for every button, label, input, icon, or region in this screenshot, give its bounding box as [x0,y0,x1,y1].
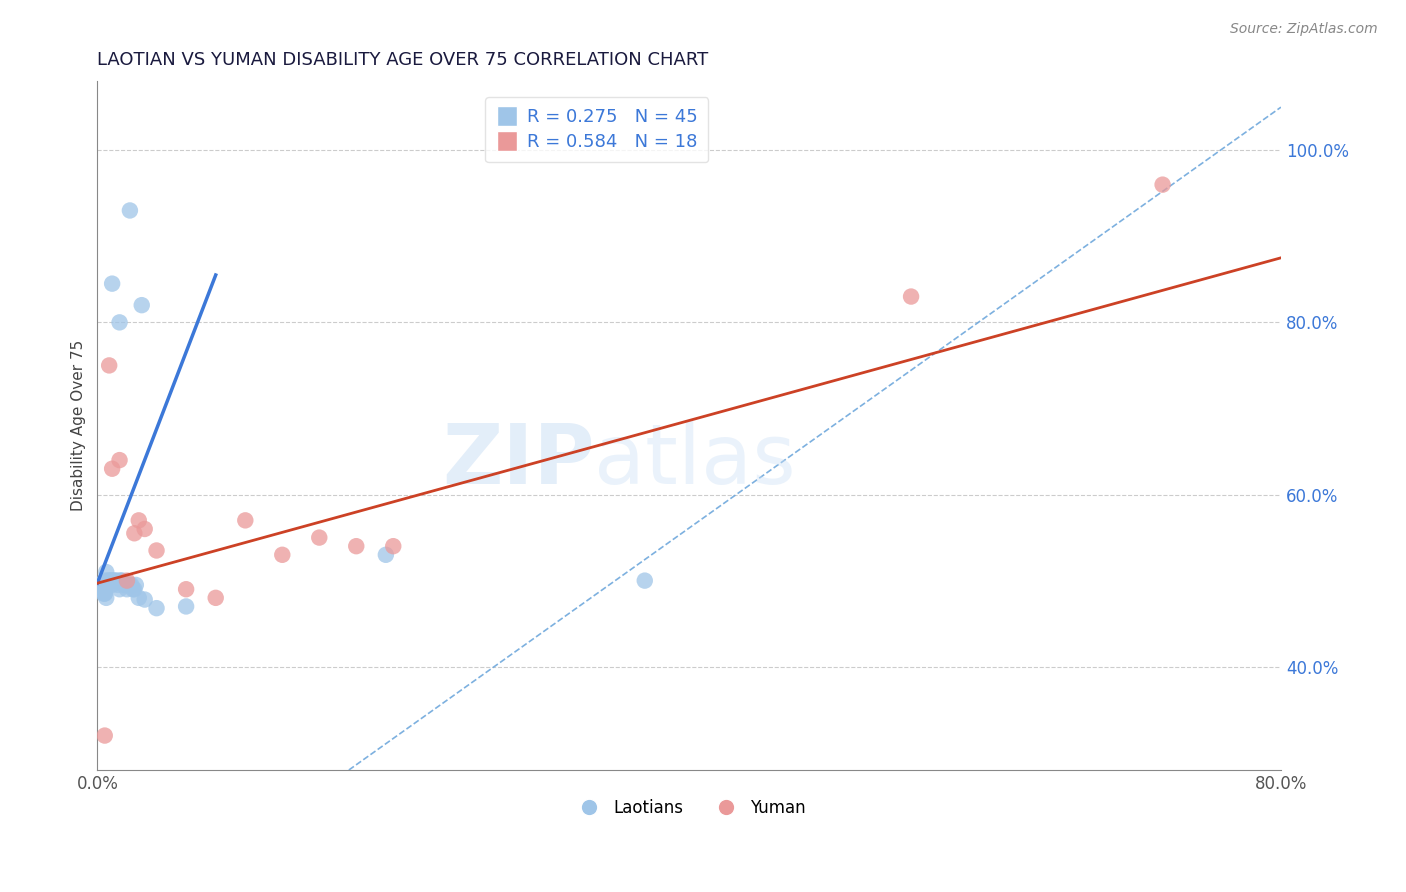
Point [128,591,150,605]
Point [108,315,131,329]
Point [1152,178,1174,192]
Point [118,203,141,218]
Point [115,582,138,597]
Point [308,531,330,545]
Point [94,586,117,600]
Point [96,565,118,579]
Point [101,461,124,475]
Point [101,578,124,592]
Point [145,601,167,615]
Point [101,574,124,588]
Point [96,591,118,605]
Point [174,582,197,597]
Point [91,582,114,597]
Point [89,578,111,592]
Point [125,578,148,592]
Point [87,578,110,592]
Point [107,578,129,592]
Point [174,599,197,614]
Point [94,586,117,600]
Point [117,578,139,592]
Text: atlas: atlas [595,419,796,500]
Text: LAOTIAN VS YUMAN DISABILITY AGE OVER 75 CORRELATION CHART: LAOTIAN VS YUMAN DISABILITY AGE OVER 75 … [97,51,709,69]
Point [134,592,156,607]
Point [94,574,117,588]
Point [108,453,131,467]
Point [105,574,128,588]
Point [94,729,117,743]
Point [114,578,136,592]
Point [131,298,153,312]
Point [128,513,150,527]
Point [108,574,131,588]
Point [98,574,121,588]
Point [115,574,138,588]
Point [121,582,143,597]
Point [271,548,294,562]
Point [91,586,114,600]
Point [634,574,657,588]
Point [118,578,141,592]
Point [120,578,142,592]
Point [110,574,132,588]
Point [90,582,112,597]
Point [233,513,256,527]
Point [204,591,226,605]
Text: ZIP: ZIP [441,419,595,500]
Point [124,526,146,541]
Point [145,543,167,558]
Legend: Laotians, Yuman: Laotians, Yuman [565,792,813,823]
Y-axis label: Disability Age Over 75: Disability Age Over 75 [72,340,86,511]
Point [90,578,112,592]
Point [87,582,110,597]
Point [124,582,146,597]
Text: Source: ZipAtlas.com: Source: ZipAtlas.com [1230,22,1378,37]
Point [89,582,111,597]
Point [100,574,122,588]
Point [134,522,156,536]
Point [98,359,121,373]
Point [111,574,134,588]
Point [344,539,367,553]
Point [900,289,922,303]
Point [374,548,396,562]
Point [112,578,135,592]
Point [103,574,125,588]
Point [97,574,120,588]
Point [101,277,124,291]
Point [382,539,405,553]
Point [108,582,131,597]
Point [104,574,127,588]
